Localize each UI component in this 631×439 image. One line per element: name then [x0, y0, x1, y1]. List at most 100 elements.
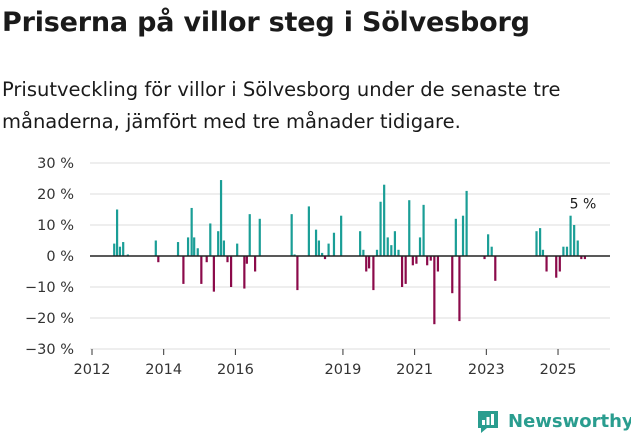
bar-positive: [196, 248, 199, 256]
y-tick-label: −10 %: [25, 280, 74, 296]
y-tick-label: −20 %: [25, 311, 74, 327]
bar-negative: [433, 256, 436, 325]
bar-positive: [236, 243, 239, 256]
bar-positive: [422, 204, 425, 256]
bar-positive: [393, 231, 397, 256]
bar-positive: [193, 237, 196, 256]
bar-positive: [539, 228, 542, 256]
newsworthy-chart-icon: [478, 411, 498, 433]
last-value-annotation: 5 %: [570, 197, 597, 213]
bar-negative: [365, 256, 368, 272]
bar-negative: [436, 256, 440, 272]
bar-positive: [465, 190, 468, 256]
bar-negative: [296, 256, 299, 291]
brand-name: Newsworthy: [508, 410, 631, 432]
bar-negative: [458, 256, 461, 322]
bar-positive: [379, 201, 382, 256]
bar-negative: [483, 256, 486, 260]
y-tick-label: 0 %: [46, 249, 74, 265]
bar-positive: [340, 215, 343, 256]
bar-negative: [182, 256, 185, 284]
bar-positive: [535, 231, 538, 256]
y-tick-label: 30 %: [37, 156, 74, 172]
bar-negative: [243, 256, 246, 289]
bar-positive: [219, 180, 223, 256]
newsworthy-logo: Newsworthy: [475, 408, 631, 434]
bars: [113, 180, 587, 325]
bar-positive: [290, 214, 293, 256]
bar-negative: [411, 256, 414, 266]
bar-positive: [541, 249, 545, 256]
bar-negative: [254, 256, 257, 272]
bar-negative: [558, 256, 561, 272]
bar-positive: [332, 232, 336, 256]
bar-negative: [157, 256, 160, 263]
bar-positive: [383, 184, 386, 256]
bar-negative: [429, 256, 432, 261]
bar-negative: [426, 256, 429, 266]
x-tick-label: 2021: [396, 362, 433, 378]
x-tick-label: 2023: [468, 362, 505, 378]
bar-negative: [226, 256, 229, 263]
bar-positive: [461, 215, 465, 256]
bar-negative: [229, 256, 233, 287]
bar-negative: [205, 256, 208, 263]
y-axis: −30 % −20 % −10 % 0 % 10 % 20 % 30 %: [25, 156, 74, 358]
bar-positive: [386, 237, 389, 256]
bar-positive: [258, 218, 261, 256]
bar-positive: [122, 242, 125, 256]
bar-positive: [562, 246, 565, 256]
bar-negative: [451, 256, 454, 294]
y-tick-label: 10 %: [37, 218, 74, 234]
bar-positive: [307, 206, 310, 256]
bar-positive: [321, 252, 324, 256]
bar-negative: [400, 256, 404, 287]
bar-negative: [200, 256, 203, 284]
bar-negative: [583, 256, 587, 260]
bar-positive: [176, 242, 180, 256]
y-tick-label: 20 %: [37, 187, 74, 203]
bar-positive: [573, 225, 576, 256]
x-tick-label: 2012: [74, 362, 111, 378]
bar-positive: [115, 209, 119, 256]
y-tick-label: −30 %: [25, 342, 74, 358]
bar-positive: [217, 231, 220, 256]
bar-positive: [317, 240, 321, 256]
bar-negative: [245, 256, 248, 264]
bar-positive: [314, 229, 318, 256]
bar-negative: [580, 256, 583, 260]
grid-lines: [90, 162, 610, 350]
bar-positive: [118, 246, 122, 256]
bar-negative: [415, 256, 418, 264]
bar-positive: [327, 243, 330, 256]
bar-positive: [359, 231, 362, 256]
bar-negative: [404, 256, 407, 284]
bar-positive: [576, 240, 579, 256]
bar-positive: [186, 237, 190, 256]
bar-positive: [375, 249, 379, 256]
bar-positive: [293, 254, 296, 256]
x-axis: 2012 2014 2016 2019 2021 2023 2025: [74, 349, 576, 378]
bar-positive: [487, 234, 490, 256]
chart-canvas: −30 % −20 % −10 % 0 % 10 % 20 % 30 % 2012 2014 2…: [25, 156, 610, 378]
bar-positive: [190, 207, 193, 256]
x-tick-label: 2016: [217, 362, 254, 378]
bar-positive: [490, 246, 493, 256]
bar-negative: [368, 256, 371, 269]
bar-positive: [362, 249, 365, 256]
bar-negative: [212, 256, 215, 292]
chart-title: Priserna på villor steg i Sölvesborg: [2, 7, 530, 38]
x-tick-label: 2019: [324, 362, 361, 378]
chart-subtitle: Prisutveckling för villor i Sölvesborg u…: [2, 78, 561, 133]
bar-negative: [494, 256, 497, 281]
bar-positive: [569, 215, 572, 256]
bar-positive: [454, 218, 457, 256]
bar-positive: [113, 243, 116, 256]
bar-positive: [222, 240, 226, 256]
bar-positive: [397, 249, 400, 256]
bar-positive: [390, 245, 393, 256]
bar-positive: [408, 200, 411, 256]
x-tick-label: 2014: [145, 362, 182, 378]
bar-positive: [565, 246, 569, 256]
bar-negative: [545, 256, 548, 272]
